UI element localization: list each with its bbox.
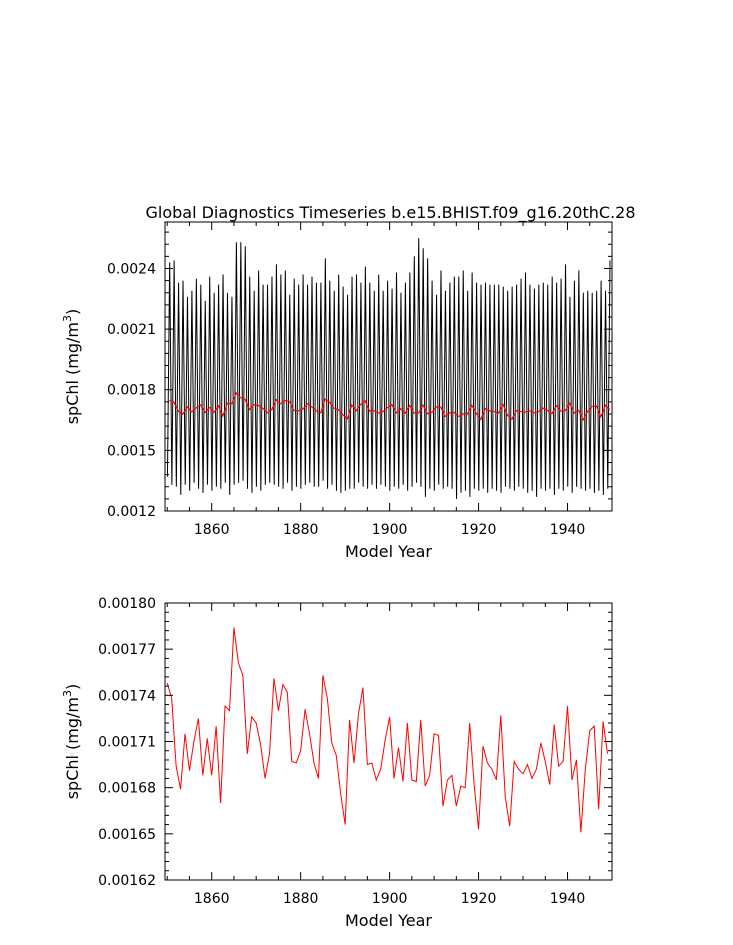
lower-x-tick-label: 1880 — [283, 891, 319, 907]
annual-mean-series-line — [166, 627, 609, 833]
lower-y-tick-label: 0.00174 — [98, 688, 156, 704]
upper-x-tick-label: 1940 — [550, 522, 586, 538]
upper-x-tick-label: 1900 — [372, 522, 408, 538]
lower-y-axis-label: spChl (mg/m3) — [61, 684, 82, 800]
upper-x-tick-label: 1920 — [461, 522, 497, 538]
upper-x-tick-label: 1880 — [283, 522, 319, 538]
upper-y-tick-label: 0.0021 — [107, 322, 156, 338]
lower-y-tick-label: 0.00162 — [98, 873, 156, 889]
chart-title: Global Diagnostics Timeseries b.e15.BHIS… — [145, 203, 635, 223]
upper-x-axis-label: Model Year — [345, 542, 432, 561]
lower-y-tick-label: 0.00180 — [98, 596, 156, 612]
lower-x-axis-label: Model Year — [345, 911, 432, 930]
lower-y-tick-label: 0.00168 — [98, 781, 156, 797]
monthly-series-line — [166, 238, 611, 499]
lower-annual-mean-panel: 1860 1880 1900 1920 1940 0.00162 0.00165 0.0016… — [61, 596, 613, 930]
upper-y-tick-label: 0.0024 — [107, 261, 156, 277]
lower-y-tick-label: 0.00171 — [98, 735, 156, 751]
lower-y-tick-label: 0.00165 — [98, 827, 156, 843]
annual-mean-overlay-line — [169, 391, 611, 422]
lower-plot-frame — [164, 602, 613, 881]
upper-timeseries-panel: 1860 1880 1900 1920 1940 0.0012 0.0015 0.0018 0.… — [61, 221, 613, 561]
upper-y-tick-label: 0.0018 — [107, 383, 156, 399]
upper-plot-frame — [164, 221, 613, 512]
lower-x-tick-label: 1900 — [372, 891, 408, 907]
lower-y-tick-label: 0.00177 — [98, 642, 156, 658]
lower-x-tick-label: 1940 — [550, 891, 586, 907]
upper-x-tick-label: 1860 — [194, 522, 230, 538]
upper-y-axis-label: spChl (mg/m3) — [61, 309, 82, 425]
lower-x-tick-label: 1860 — [194, 891, 230, 907]
lower-x-tick-label: 1920 — [461, 891, 497, 907]
upper-y-tick-label: 0.0015 — [107, 443, 156, 459]
upper-y-tick-label: 0.0012 — [107, 504, 156, 520]
